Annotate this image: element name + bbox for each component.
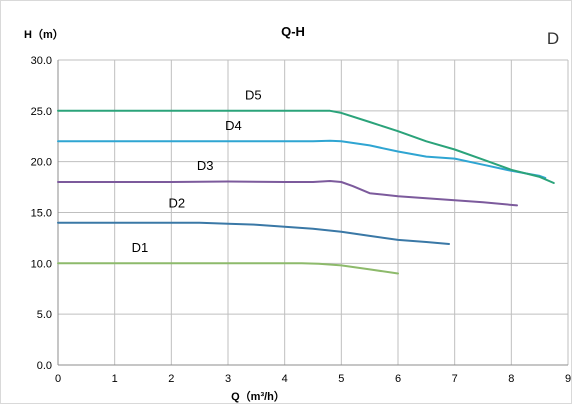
corner-label: D: [547, 29, 559, 48]
series-label-d5: D5: [245, 88, 262, 103]
y-axis-label: H（m）: [24, 28, 64, 41]
x-tick-label: 4: [282, 373, 288, 385]
x-tick-label: 5: [338, 373, 344, 385]
y-tick-label: 20.0: [31, 157, 52, 169]
x-tick-label: 8: [508, 373, 514, 385]
x-tick-label: 1: [112, 373, 118, 385]
series-line-d4: [57, 139, 547, 179]
x-tick-label: 9: [565, 373, 571, 385]
y-tick-label: 15.0: [31, 208, 52, 220]
series-line-d1: [57, 262, 399, 275]
y-tick-labels: 0.0 5.0 10.0 15.0 20.0 25.0 30.0: [31, 55, 52, 372]
series-line-d5: [57, 109, 555, 184]
series-label-d2: D2: [169, 195, 186, 210]
series-label-d3: D3: [197, 158, 214, 173]
series-label-d1: D1: [132, 240, 149, 255]
chart-title: Q-H: [281, 24, 305, 39]
x-tick-label: 6: [395, 373, 401, 385]
x-axis-label: Q（m³/h）: [231, 390, 285, 403]
y-tick-label: 10.0: [31, 258, 52, 270]
y-tick-label: 5.0: [37, 309, 52, 321]
series-line-d2: [57, 221, 450, 245]
x-tick-label: 0: [55, 373, 61, 385]
x-tick-label: 7: [452, 373, 458, 385]
x-tick-labels: 0 1 2 3 4 5 6 7 8 9: [55, 373, 571, 385]
y-tick-label: 25.0: [31, 106, 52, 118]
y-tick-label: 30.0: [31, 55, 52, 67]
series-line-d3: [57, 180, 518, 207]
series-lines: [57, 109, 555, 275]
grid: [57, 59, 569, 366]
y-tick-label: 0.0: [37, 360, 52, 372]
x-tick-label: 3: [225, 373, 231, 385]
x-tick-label: 2: [168, 373, 174, 385]
series-label-d4: D4: [225, 118, 242, 133]
